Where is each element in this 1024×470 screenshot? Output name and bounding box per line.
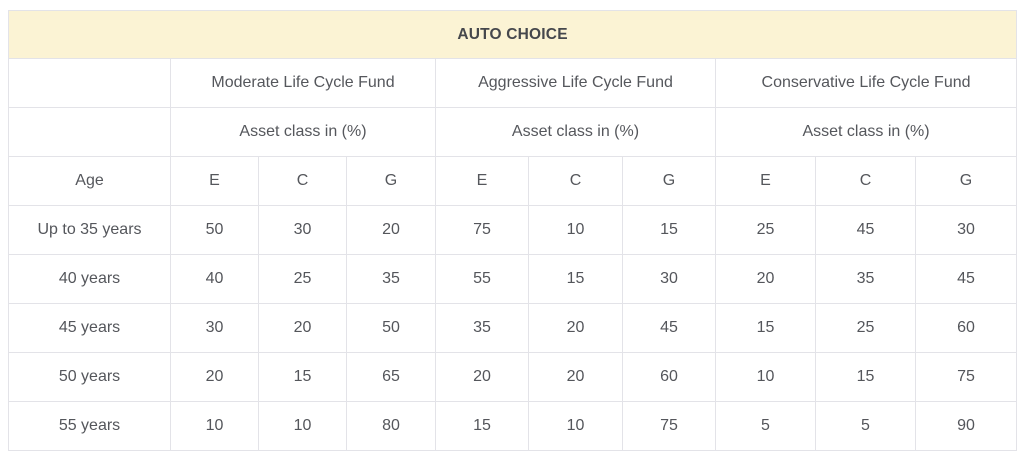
fund-name-moderate: Moderate Life Cycle Fund [170,58,436,108]
value-cell: 80 [346,401,436,451]
table-title: AUTO CHOICE [7,10,1018,59]
value-cell: 90 [914,401,1018,451]
value-cell: 15 [528,254,623,304]
table-row: 45 years 30 20 50 35 20 45 15 25 60 [8,303,1018,353]
value-cell: 30 [258,205,347,255]
auto-choice-table: AUTO CHOICE Moderate Life Cycle Fund Agg… [7,10,1018,451]
table-row: 55 years 10 10 80 15 10 75 5 5 90 [8,401,1018,451]
value-cell: 30 [914,205,1018,255]
auto-choice-section: AUTO CHOICE Moderate Life Cycle Fund Agg… [7,10,1018,451]
asset-class-label-moderate: Asset class in (%) [170,107,436,157]
value-cell: 60 [914,303,1018,353]
asset-class-label-conservative: Asset class in (%) [714,107,1018,157]
value-cell: 35 [815,254,916,304]
age-cell: 40 years [8,254,171,304]
value-cell: 10 [258,401,347,451]
value-cell: 35 [435,303,529,353]
column-header-row: Age E C G E C G E C G [8,156,1018,206]
col-header-c: C [528,156,623,206]
value-cell: 20 [528,303,623,353]
value-cell: 15 [435,401,529,451]
value-cell: 30 [622,254,716,304]
value-cell: 60 [622,352,716,402]
corner-cell [8,58,171,108]
value-cell: 10 [715,352,816,402]
col-header-g: G [914,156,1018,206]
corner-cell [8,107,171,157]
value-cell: 40 [170,254,259,304]
value-cell: 45 [622,303,716,353]
asset-class-label-aggressive: Asset class in (%) [435,107,716,157]
value-cell: 10 [528,205,623,255]
value-cell: 75 [622,401,716,451]
table-row: 40 years 40 25 35 55 15 30 20 35 45 [8,254,1018,304]
value-cell: 20 [715,254,816,304]
age-cell: 45 years [8,303,171,353]
value-cell: 65 [346,352,436,402]
col-header-c: C [815,156,916,206]
value-cell: 50 [346,303,436,353]
col-header-g: G [346,156,436,206]
table-row: 50 years 20 15 65 20 20 60 10 15 75 [8,352,1018,402]
value-cell: 75 [914,352,1018,402]
value-cell: 20 [170,352,259,402]
col-header-c: C [258,156,347,206]
fund-name-aggressive: Aggressive Life Cycle Fund [435,58,716,108]
value-cell: 5 [715,401,816,451]
value-cell: 20 [528,352,623,402]
fund-names-row: Moderate Life Cycle Fund Aggressive Life… [8,58,1018,108]
value-cell: 25 [715,205,816,255]
value-cell: 30 [170,303,259,353]
value-cell: 20 [435,352,529,402]
col-header-g: G [622,156,716,206]
value-cell: 15 [815,352,916,402]
fund-name-conservative: Conservative Life Cycle Fund [714,58,1018,108]
value-cell: 5 [815,401,916,451]
value-cell: 10 [170,401,259,451]
value-cell: 45 [914,254,1018,304]
table-title-row: AUTO CHOICE [7,10,1018,59]
col-header-e: E [170,156,259,206]
value-cell: 25 [815,303,916,353]
value-cell: 15 [622,205,716,255]
value-cell: 75 [435,205,529,255]
col-header-e: E [435,156,529,206]
age-column-header: Age [8,156,171,206]
value-cell: 55 [435,254,529,304]
age-cell: 55 years [8,401,171,451]
value-cell: 25 [258,254,347,304]
value-cell: 50 [170,205,259,255]
col-header-e: E [715,156,816,206]
value-cell: 10 [528,401,623,451]
value-cell: 20 [346,205,436,255]
value-cell: 15 [715,303,816,353]
value-cell: 15 [258,352,347,402]
asset-class-row: Asset class in (%) Asset class in (%) As… [8,107,1018,157]
value-cell: 45 [815,205,916,255]
value-cell: 35 [346,254,436,304]
table-row: Up to 35 years 50 30 20 75 10 15 25 45 3… [8,205,1018,255]
age-cell: 50 years [8,352,171,402]
value-cell: 20 [258,303,347,353]
age-cell: Up to 35 years [8,205,171,255]
